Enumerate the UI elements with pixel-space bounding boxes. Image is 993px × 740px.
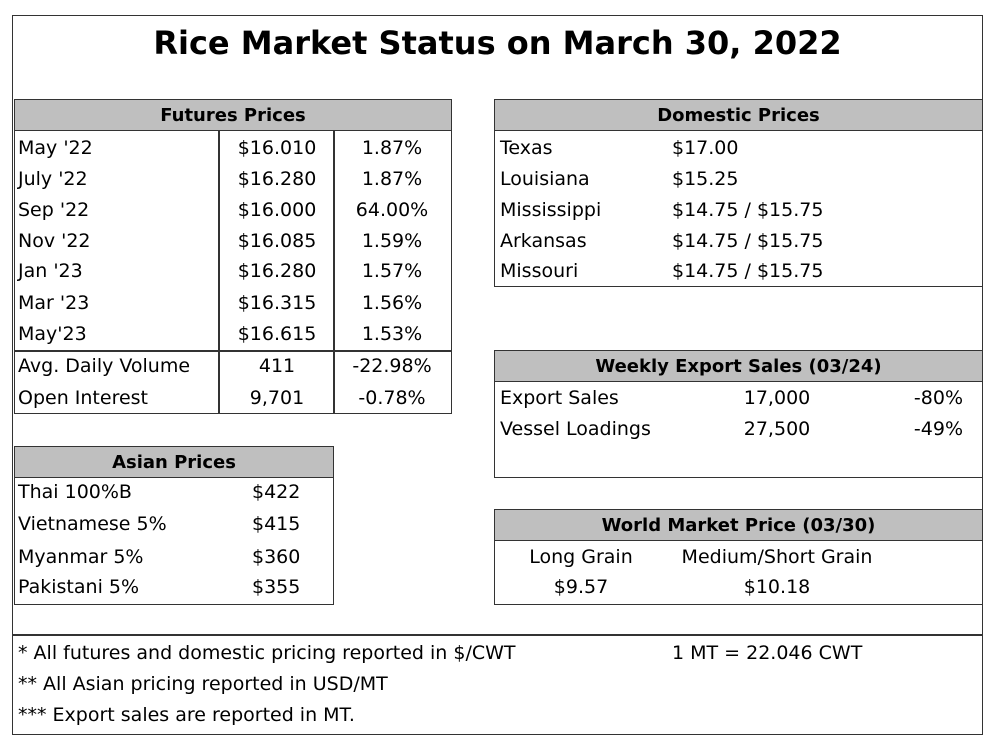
rule — [333, 130, 335, 414]
note: *** Export sales are reported in MT. — [18, 704, 355, 726]
change: 1.53% — [361, 323, 423, 345]
row-label: Mar '23 — [18, 292, 90, 314]
row-label: Arkansas — [500, 230, 587, 252]
rule — [14, 350, 452, 352]
price: $16.000 — [237, 199, 317, 221]
price: $415 — [252, 513, 301, 535]
price: $17.00 — [672, 137, 739, 159]
row-label: Myanmar 5% — [18, 546, 144, 568]
price: $9.57 — [553, 576, 609, 598]
volume: 27,500 — [743, 418, 811, 440]
change: -49% — [913, 418, 963, 440]
column-label: Medium/Short Grain — [681, 546, 873, 568]
change: 64.00% — [355, 199, 429, 221]
row-label: Missouri — [500, 260, 579, 282]
price: $14.75 / $15.75 — [672, 260, 824, 282]
price: $16.615 — [237, 323, 317, 345]
conversion: 1 MT = 22.046 CWT — [672, 642, 863, 664]
row-label: Jan '23 — [18, 260, 83, 282]
price: 9,701 — [249, 387, 305, 409]
table-header: World Market Price (03/30) — [494, 509, 983, 541]
change: 1.87% — [361, 137, 423, 159]
title: Rice Market Status on March 30, 2022 — [153, 24, 842, 62]
price: $14.75 / $15.75 — [672, 199, 824, 221]
volume: 17,000 — [743, 387, 811, 409]
price: $360 — [252, 546, 301, 568]
row-label: Open Interest — [18, 387, 149, 409]
price: 411 — [258, 355, 296, 377]
note: ** All Asian pricing reported in USD/MT — [18, 673, 388, 695]
change: 1.57% — [361, 260, 423, 282]
price: $10.18 — [743, 576, 811, 598]
change: 1.56% — [361, 292, 423, 314]
row-label: Pakistani 5% — [18, 576, 140, 598]
row-label: Export Sales — [500, 387, 619, 409]
row-label: Louisiana — [500, 168, 590, 190]
row-label: Sep '22 — [18, 199, 90, 221]
change: -0.78% — [358, 387, 426, 409]
price: $15.25 — [672, 168, 739, 190]
price: $16.315 — [237, 292, 317, 314]
price: $14.75 / $15.75 — [672, 230, 824, 252]
table-header: Domestic Prices — [494, 99, 983, 131]
row-label: Vietnamese 5% — [18, 513, 167, 535]
price: $355 — [252, 576, 301, 598]
change: 1.59% — [361, 230, 423, 252]
change: -22.98% — [352, 355, 432, 377]
row-label: Mississippi — [500, 199, 602, 221]
price: $16.280 — [237, 168, 317, 190]
change: -80% — [913, 387, 963, 409]
table-header: Asian Prices — [14, 446, 334, 478]
change: 1.87% — [361, 168, 423, 190]
column-label: Long Grain — [529, 546, 633, 568]
row-label: Avg. Daily Volume — [18, 355, 191, 377]
row-label: Thai 100%B — [18, 481, 132, 503]
price: $422 — [252, 481, 301, 503]
table-header: Futures Prices — [14, 99, 452, 131]
price: $16.085 — [237, 230, 317, 252]
row-label: Texas — [500, 137, 553, 159]
rule — [218, 130, 220, 414]
row-label: May'23 — [18, 323, 87, 345]
row-label: Nov '22 — [18, 230, 91, 252]
rule — [12, 634, 983, 636]
note: * All futures and domestic pricing repor… — [18, 642, 516, 664]
row-label: July '22 — [18, 168, 88, 190]
row-label: May '22 — [18, 137, 93, 159]
price: $16.010 — [237, 137, 317, 159]
price: $16.280 — [237, 260, 317, 282]
table-header: Weekly Export Sales (03/24) — [494, 350, 983, 382]
row-label: Vessel Loadings — [500, 418, 651, 440]
